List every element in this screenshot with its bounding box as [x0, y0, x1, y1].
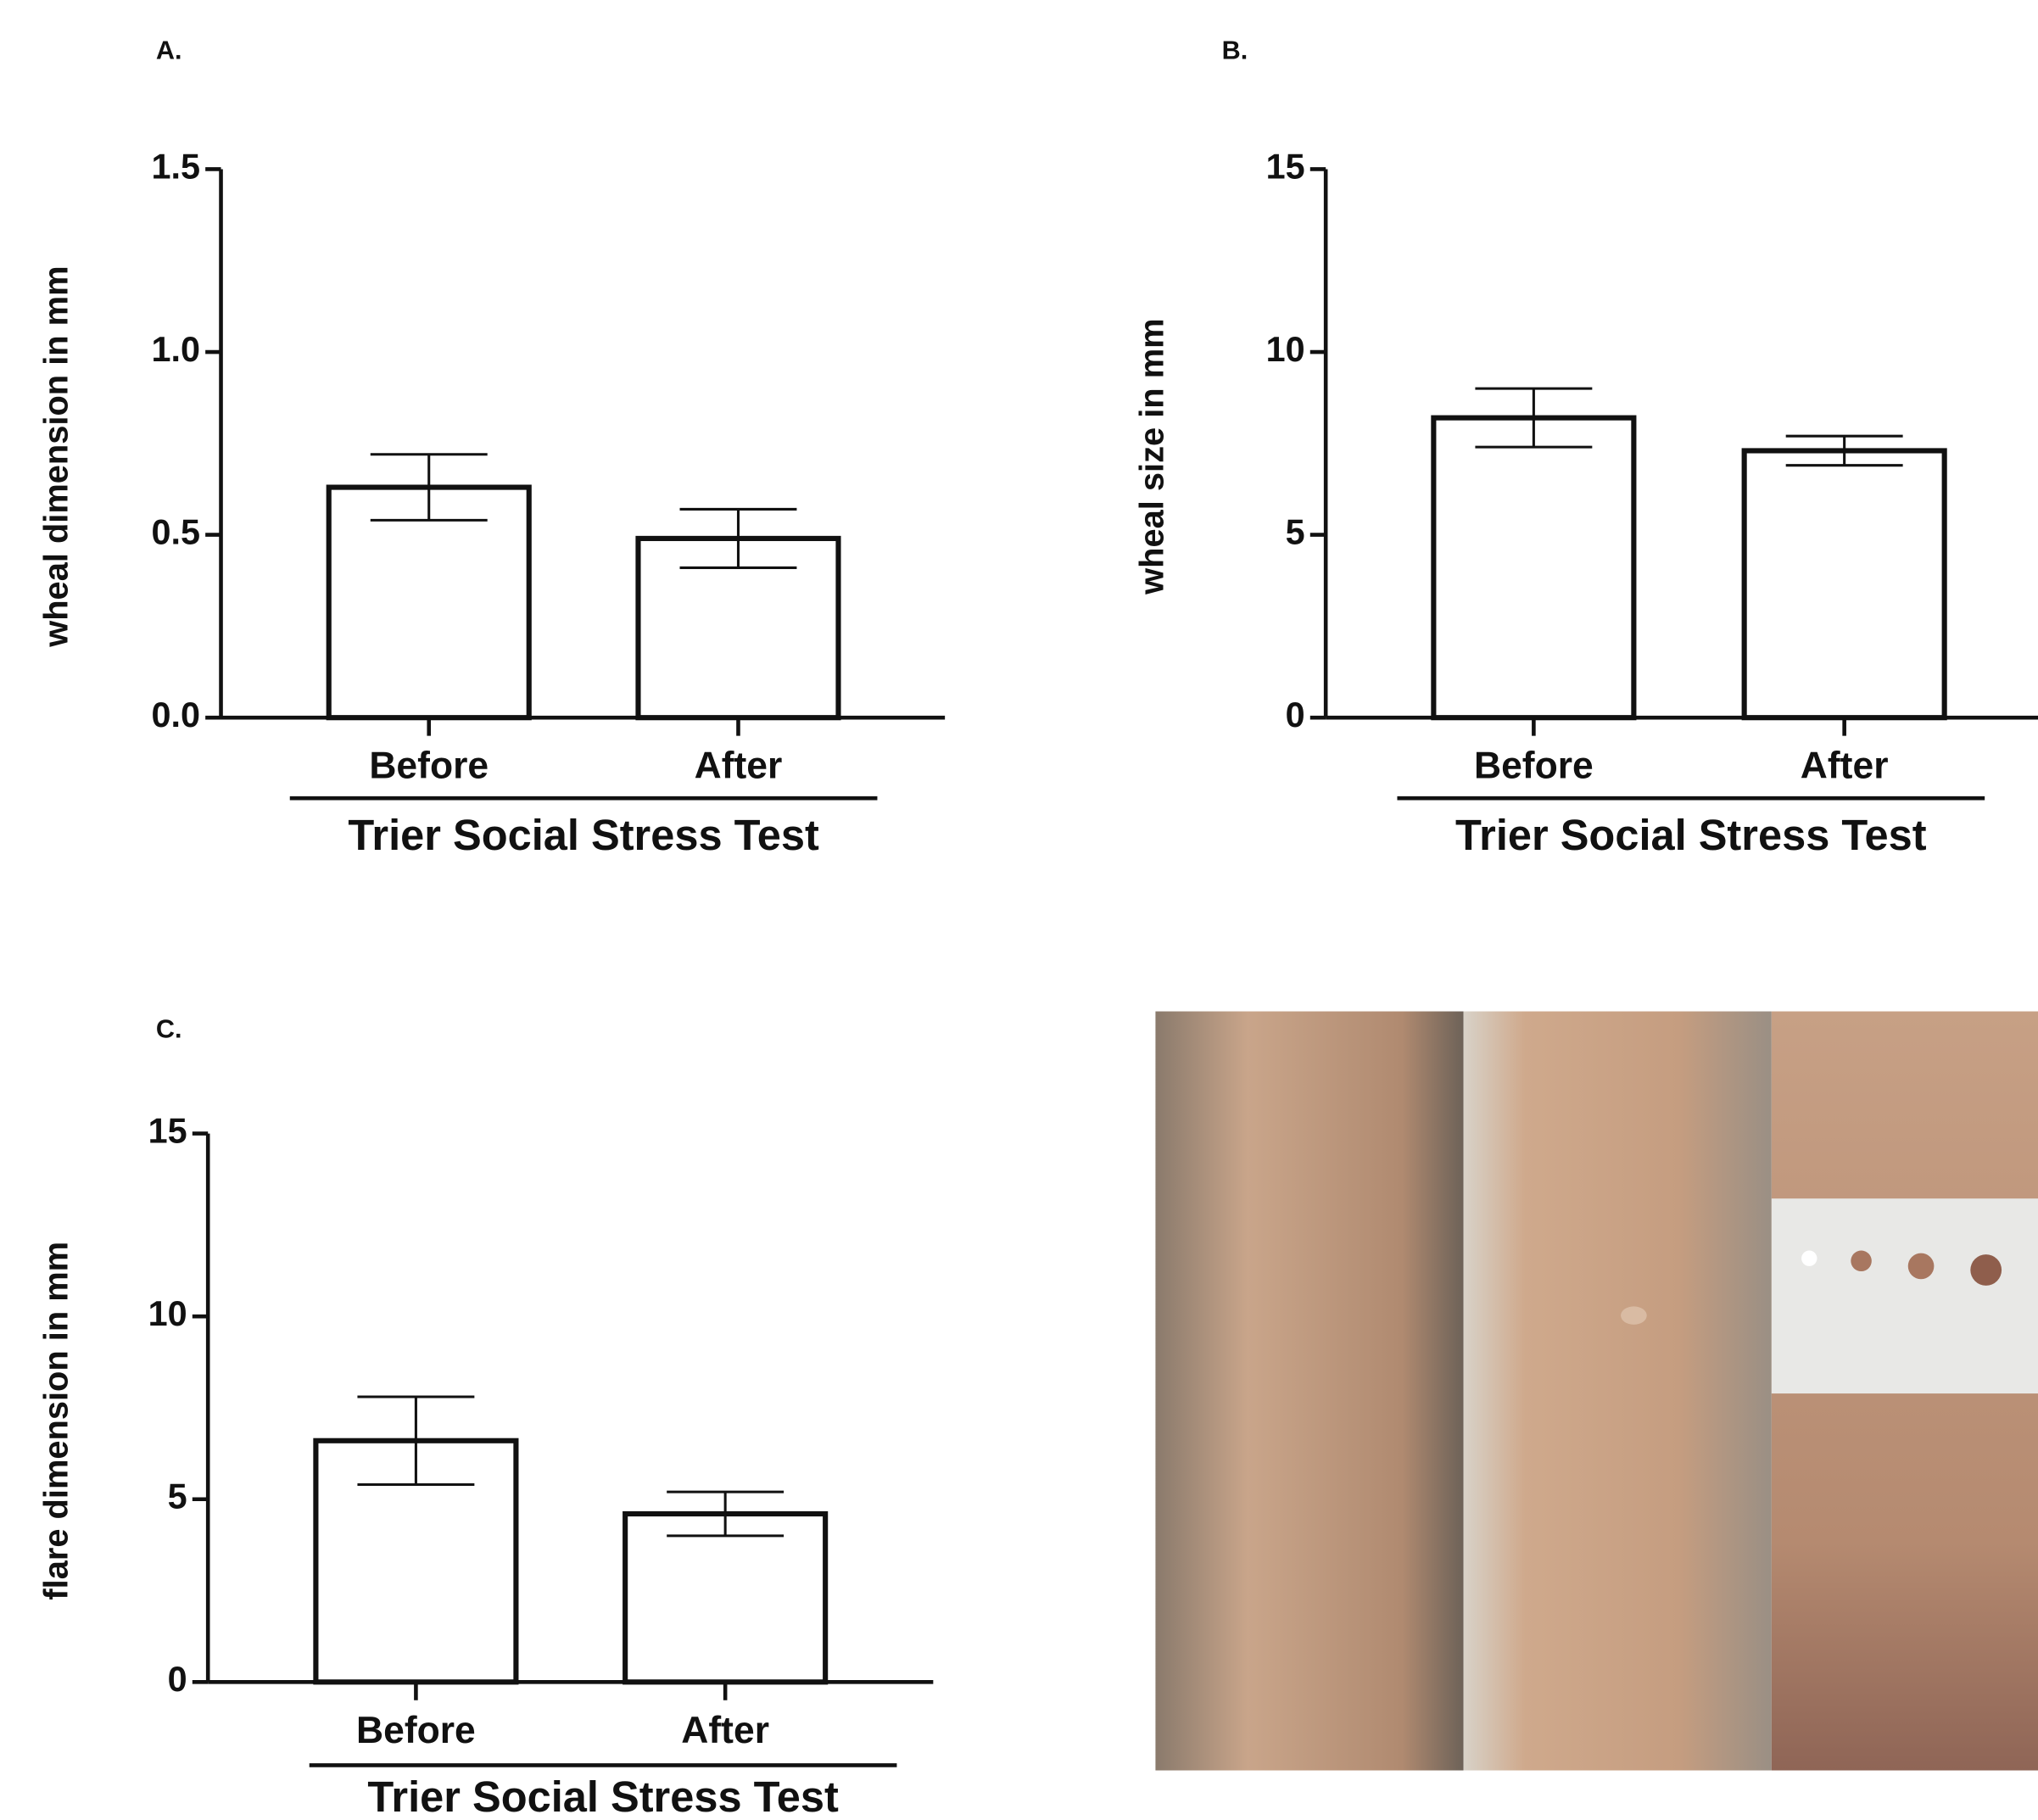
y-axis-title: wheal dimension in mm: [37, 266, 75, 648]
y-tick-label: 10: [148, 1294, 187, 1333]
x-axis-title: Trier Social Stress Test: [367, 1773, 839, 1820]
y-tick-label: 5: [1286, 513, 1305, 552]
photo-panel: [1464, 1012, 1772, 1771]
y-tick-label: 5: [168, 1477, 187, 1516]
y-axis-title: wheal size in mm: [1133, 318, 1170, 595]
y-tick-label: 10: [1266, 330, 1305, 369]
figure: A. wheal dimension in mm 0.0 0.5 1.0 1.5 Befor…: [0, 0, 2038, 1820]
wheal: [1621, 1306, 1647, 1324]
y-tick-label: 1.5: [152, 147, 200, 186]
ruler-hole: [1801, 1251, 1817, 1266]
x-axis-title: Trier Social Stress Test: [1455, 811, 1927, 859]
x-tick-label: Before: [356, 1710, 476, 1751]
x-axis-title: Trier Social Stress Test: [348, 811, 819, 859]
x-tick-label: After: [695, 745, 783, 787]
panel-label: B.: [1222, 36, 1248, 65]
y-axis-title: flare dimension in mm: [37, 1242, 75, 1600]
ruler-hole: [1908, 1253, 1935, 1280]
y-tick-label: 1.0: [152, 330, 200, 369]
bar: [625, 1514, 825, 1682]
panel-label: A.: [156, 36, 182, 65]
y-tick-label: 0: [168, 1660, 187, 1699]
x-tick-label: Before: [369, 745, 489, 787]
bar: [329, 488, 529, 718]
bar: [1433, 418, 1633, 718]
x-tick-label: Before: [1474, 745, 1594, 787]
y-tick-label: 0: [1286, 695, 1305, 734]
panel-label: C.: [156, 1015, 182, 1044]
ruler-hole: [1970, 1254, 2002, 1286]
photo-panel: [1155, 1012, 1463, 1771]
y-tick-label: 15: [148, 1112, 187, 1151]
ruler: [1772, 1198, 2038, 1393]
bar: [1745, 450, 1945, 717]
y-tick-label: 0.5: [152, 513, 200, 552]
x-tick-label: After: [681, 1710, 769, 1751]
y-tick-label: 0.0: [152, 695, 200, 734]
y-tick-label: 15: [1266, 147, 1305, 186]
ruler-hole: [1851, 1251, 1872, 1272]
x-tick-label: After: [1801, 745, 1889, 787]
photo: [1155, 1012, 2038, 1771]
